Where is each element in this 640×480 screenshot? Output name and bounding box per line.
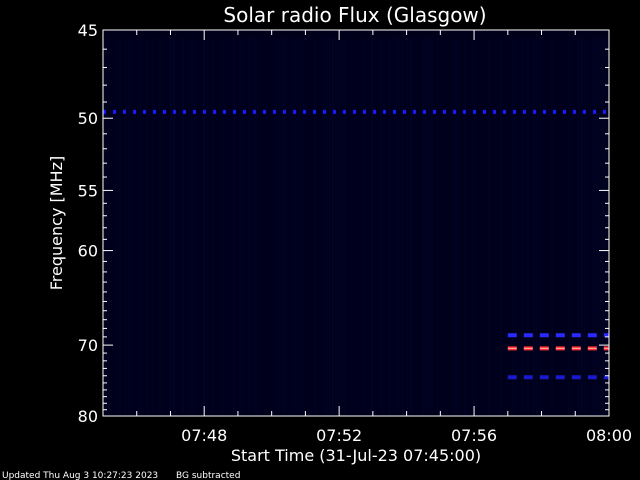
bg-subtracted-note: BG subtracted [176, 471, 240, 480]
plot-frame [102, 29, 610, 417]
updated-timestamp: Updated Thu Aug 3 10:27:23 2023 [2, 471, 158, 480]
x-tick-label: 07:48 [181, 426, 227, 445]
y-tick-label: 70 [78, 336, 98, 355]
y-axis-label: Frequency [MHz] [47, 156, 66, 290]
x-axis-label: Start Time (31-Jul-23 07:45:00) [231, 446, 481, 465]
y-tick-label: 55 [78, 181, 98, 200]
y-axis-ticks: 45 50 55 60 70 80 [78, 21, 609, 426]
spectrogram-streaks [104, 38, 607, 414]
interference-bands [103, 109, 609, 380]
spectrogram-area [103, 30, 609, 416]
spectrogram-background [103, 30, 609, 416]
axes [102, 29, 610, 417]
chart-title: Solar radio Flux (Glasgow) [223, 3, 486, 27]
y-tick-label: 45 [78, 21, 98, 40]
x-tick-label: 07:52 [316, 426, 362, 445]
y-tick-label: 60 [78, 242, 98, 261]
y-tick-label: 50 [78, 109, 98, 128]
y-tick-label: 80 [78, 407, 98, 426]
x-tick-label: 08:00 [586, 426, 632, 445]
x-axis-ticks: 07:48 07:52 07:56 08:00 [136, 30, 632, 445]
x-tick-label: 07:56 [451, 426, 497, 445]
